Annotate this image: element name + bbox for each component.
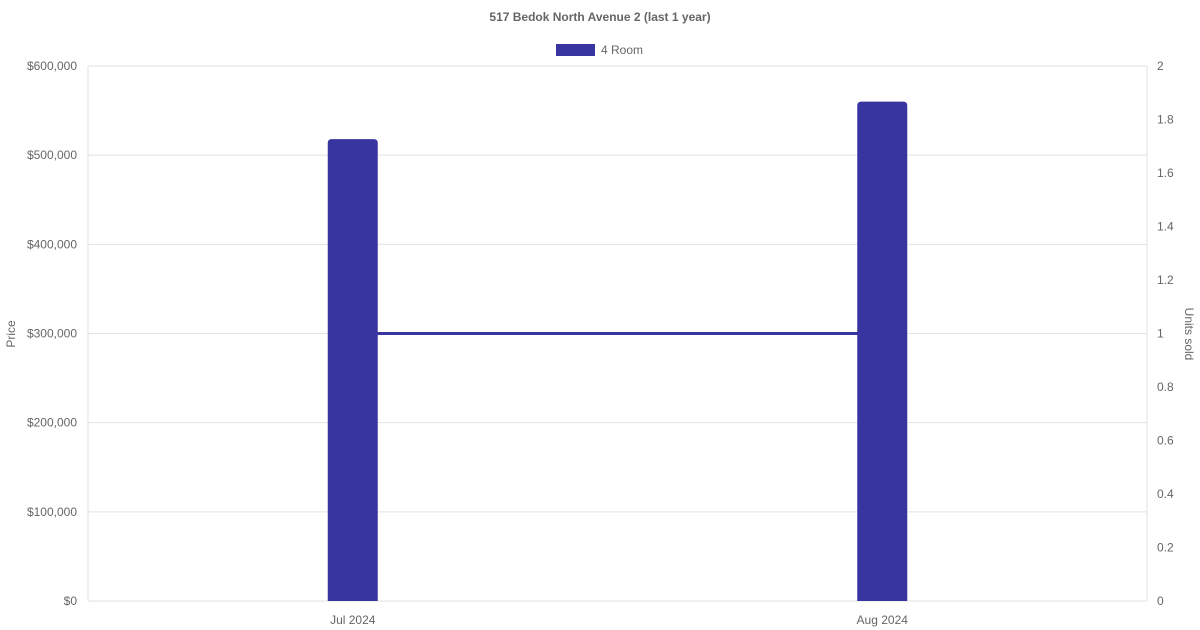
y2-tick-label: 1.4 — [1157, 220, 1174, 234]
y-tick-label: $600,000 — [27, 59, 77, 73]
chart-title: 517 Bedok North Avenue 2 (last 1 year) — [489, 10, 710, 24]
x-tick-label: Aug 2024 — [857, 613, 909, 627]
y-tick-label: $300,000 — [27, 327, 77, 341]
y2-tick-label: 0.6 — [1157, 434, 1174, 448]
y-tick-label: $100,000 — [27, 505, 77, 519]
y2-tick-label: 1.8 — [1157, 113, 1174, 127]
y2-tick-label: 0.8 — [1157, 380, 1174, 394]
y2-tick-label: 2 — [1157, 59, 1164, 73]
y2-tick-label: 1.2 — [1157, 273, 1174, 287]
y2-tick-label: 0 — [1157, 594, 1164, 608]
x-tick-label: Jul 2024 — [330, 613, 376, 627]
y2-tick-label: 0.4 — [1157, 487, 1174, 501]
y-axis-label: Price — [4, 320, 18, 348]
y-tick-label: $200,000 — [27, 416, 77, 430]
y2-tick-label: 0.2 — [1157, 541, 1174, 555]
y-tick-label: $0 — [64, 594, 78, 608]
legend-label[interactable]: 4 Room — [601, 43, 643, 57]
y-tick-label: $500,000 — [27, 148, 77, 162]
bar — [857, 101, 908, 602]
bar — [327, 139, 378, 601]
y2-tick-label: 1 — [1157, 327, 1164, 341]
y2-axis-label: Units sold — [1182, 308, 1196, 361]
y2-tick-label: 1.6 — [1157, 166, 1174, 180]
legend-swatch[interactable] — [556, 44, 595, 56]
y-tick-label: $400,000 — [27, 237, 77, 251]
